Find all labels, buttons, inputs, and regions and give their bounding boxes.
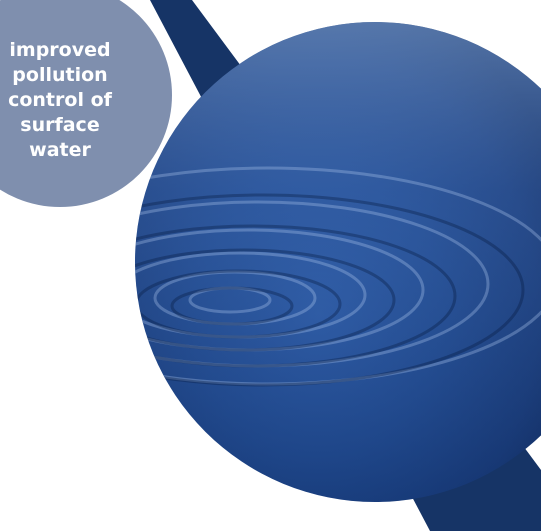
badge-circle (0, 0, 172, 207)
badge-line: surface (20, 113, 100, 136)
badge-line: water (29, 138, 91, 161)
badge-line: control of (8, 88, 112, 111)
badge-line: improved (9, 38, 111, 61)
badge-text: improved pollution control of surface water (0, 0, 180, 200)
badge-line: pollution (12, 63, 108, 86)
water-photo (135, 22, 541, 502)
